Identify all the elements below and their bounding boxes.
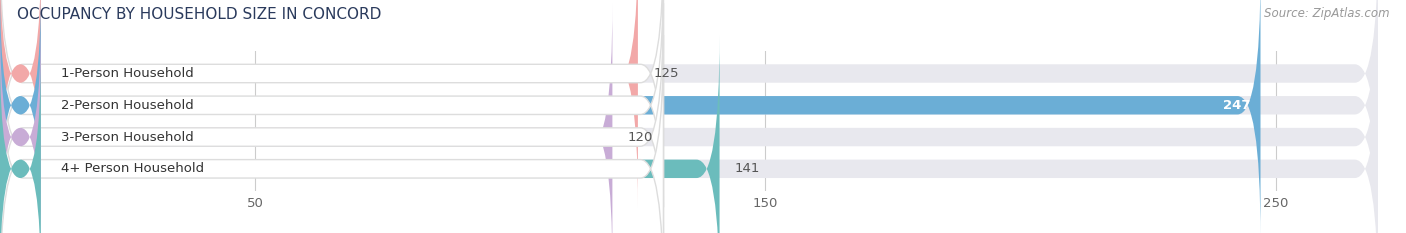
FancyBboxPatch shape xyxy=(0,0,41,223)
FancyBboxPatch shape xyxy=(0,51,41,233)
Text: Source: ZipAtlas.com: Source: ZipAtlas.com xyxy=(1264,7,1389,20)
Text: 2-Person Household: 2-Person Household xyxy=(62,99,194,112)
FancyBboxPatch shape xyxy=(0,3,664,233)
Text: 125: 125 xyxy=(654,67,679,80)
FancyBboxPatch shape xyxy=(0,3,613,233)
FancyBboxPatch shape xyxy=(0,0,1378,207)
FancyBboxPatch shape xyxy=(0,19,41,233)
Text: OCCUPANCY BY HOUSEHOLD SIZE IN CONCORD: OCCUPANCY BY HOUSEHOLD SIZE IN CONCORD xyxy=(17,7,381,22)
FancyBboxPatch shape xyxy=(0,35,720,233)
FancyBboxPatch shape xyxy=(0,0,664,207)
FancyBboxPatch shape xyxy=(0,3,1378,233)
Text: 120: 120 xyxy=(627,130,652,144)
FancyBboxPatch shape xyxy=(0,0,664,233)
FancyBboxPatch shape xyxy=(0,0,638,207)
Text: 141: 141 xyxy=(735,162,761,175)
Text: 1-Person Household: 1-Person Household xyxy=(62,67,194,80)
FancyBboxPatch shape xyxy=(0,0,41,191)
Text: 3-Person Household: 3-Person Household xyxy=(62,130,194,144)
Text: 247: 247 xyxy=(1223,99,1250,112)
Text: 4+ Person Household: 4+ Person Household xyxy=(62,162,204,175)
FancyBboxPatch shape xyxy=(0,35,1378,233)
FancyBboxPatch shape xyxy=(0,0,1261,233)
FancyBboxPatch shape xyxy=(0,35,664,233)
